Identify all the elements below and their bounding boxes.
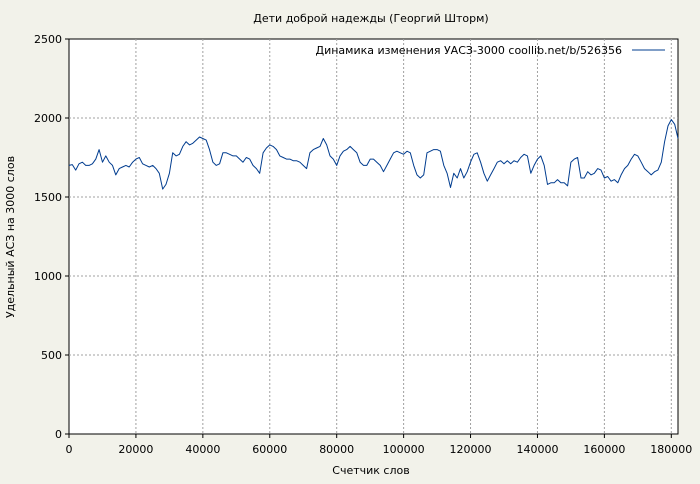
y-tick-label: 500 [41,349,62,362]
legend-label: Динамика изменения УАСЗ-3000 coollib.net… [316,44,623,57]
y-tick-label: 1500 [34,191,62,204]
x-tick-label: 60000 [252,443,287,456]
series-line [68,119,679,190]
x-tick-label: 0 [66,443,73,456]
x-tick-label: 140000 [516,443,558,456]
ticks: 0 500 1000 1500 2000 2500 0 20000 40000 60000 8000… [34,33,692,456]
x-tick-label: 160000 [583,443,625,456]
y-tick-label: 2500 [34,33,62,46]
chart-title: Дети доброй надежды (Георгий Шторм) [253,12,488,25]
x-tick-label: 180000 [650,443,692,456]
x-axis-label: Счетчик слов [332,464,409,477]
plot-area [68,38,679,435]
x-tick-label: 100000 [383,443,425,456]
x-tick-label: 40000 [185,443,220,456]
x-tick-label: 20000 [118,443,153,456]
y-tick-label: 2000 [34,112,62,125]
legend: Динамика изменения УАСЗ-3000 coollib.net… [316,44,665,57]
x-tick-label: 80000 [319,443,354,456]
grid [69,39,678,434]
x-tick-label: 120000 [450,443,492,456]
y-tick-label: 1000 [34,270,62,283]
y-axis-label: Удельный АСЗ на 3000 слов [4,156,17,318]
y-tick-label: 0 [55,428,62,441]
series-layer [68,119,679,190]
